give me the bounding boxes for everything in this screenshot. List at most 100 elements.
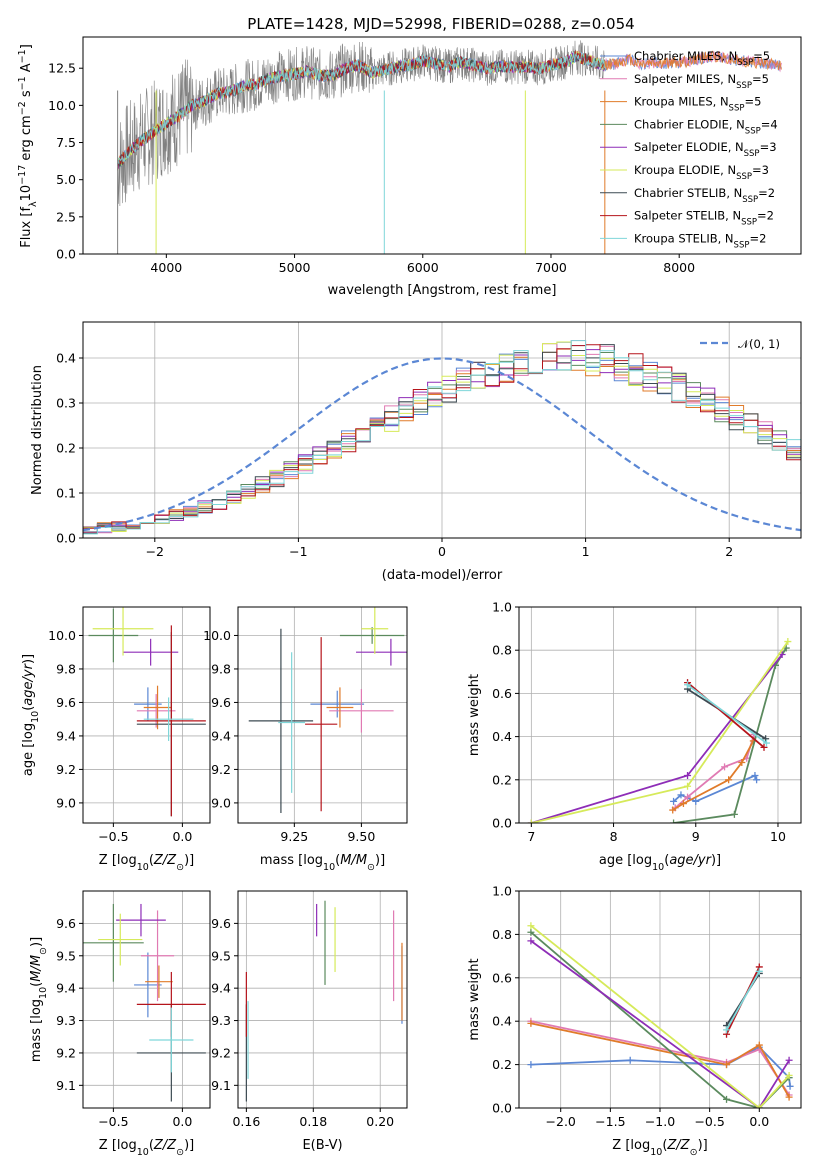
x-tick-label: 9 (692, 829, 700, 844)
y-tick-label: 10.0 (48, 628, 76, 643)
x-tick-label: 8000 (663, 260, 695, 275)
x-axis-label: wavelength [Angstrom, rest frame] (328, 283, 557, 298)
y-tick-label: 0.6 (492, 686, 512, 701)
residual-histogram-step (83, 349, 801, 534)
x-tick-label: 0.0 (172, 829, 192, 844)
y-tick-label: 0.8 (492, 643, 512, 658)
errorbar-point (356, 638, 407, 666)
y-axis-label: mass weight (467, 958, 482, 1040)
y-tick-label: 0.1 (56, 486, 76, 501)
age-weight-panel: 7 8 9 10 0.0 0.2 0.4 0.6 0.8 1.0 age [log10(age/yr… (467, 600, 802, 873)
ebv-mass-panel: 0.16 0.18 0.20 9.1 9.2 9.3 9.4 9.5 9.6 E(B-V) (211, 890, 408, 1153)
errorbar-point (248, 628, 314, 813)
x-axis-label: mass [log10(M/M⊙)] (260, 853, 385, 873)
y-tick-label: 9.4 (56, 728, 76, 743)
y-tick-label: 9.6 (211, 695, 231, 710)
legend-entry: Salpeter ELODIE, NSSP=3 (634, 140, 777, 159)
normal-curve (83, 357, 801, 532)
ebv-mass-plot-area (245, 900, 403, 1102)
errorbar-point (278, 652, 306, 793)
y-tick-label: 9.4 (211, 981, 231, 996)
weight-marker (684, 771, 692, 779)
z-weight-plot-area (527, 922, 794, 1108)
errorbar-point (123, 638, 179, 666)
errorbar-point (305, 637, 338, 812)
weight-series (669, 737, 757, 814)
z-age-plot-area (88, 607, 206, 817)
errorbar-point (145, 965, 173, 998)
y-tick-label: 1.0 (492, 884, 512, 899)
weight-marker (527, 1061, 535, 1069)
weight-marker (751, 771, 759, 779)
weight-series (527, 922, 793, 1108)
weight-series (670, 771, 761, 805)
z-mass-plot-area (83, 903, 206, 1102)
y-tick-label: 7.5 (56, 135, 76, 150)
weight-marker (684, 793, 692, 801)
y-tick-label: 9.1 (211, 1078, 231, 1093)
z-weight-panel: −2.0 −1.5 −1.0 −0.5 0.0 0.0 0.2 0.4 0.6 0.8 1.0 Z [… (467, 884, 802, 1158)
weight-marker (527, 928, 535, 936)
weight-marker (725, 776, 733, 784)
y-tick-label: 0.0 (56, 531, 76, 546)
y-axis-label: age [log10(age/yr)] (21, 654, 41, 776)
y-tick-label: 0.6 (492, 970, 512, 985)
mass-age-frame (237, 606, 408, 824)
weight-series (527, 651, 786, 823)
x-tick-label: 9.50 (347, 829, 375, 844)
y-tick-label: 0.2 (492, 772, 512, 787)
errorbar-point (149, 1007, 194, 1073)
errorbar-point (83, 903, 144, 982)
legend-entry: Chabrier STELIB, NSSP=2 (634, 186, 775, 205)
y-tick-label: 0.0 (492, 816, 512, 831)
y-axis-label: Normed distribution (30, 365, 45, 495)
x-tick-label: −0.5 (694, 1114, 724, 1129)
y-tick-label: 9.6 (56, 695, 76, 710)
y-tick-label: 0.4 (56, 351, 76, 366)
y-tick-label: 9.6 (211, 916, 231, 931)
weight-marker (669, 806, 677, 814)
y-axis-label: Flux [fλ10−17 erg cm−2 s−1 A−1] (17, 44, 39, 248)
weight-marker (692, 797, 700, 805)
age-weight-plot-area (527, 638, 792, 823)
legend-entry: Chabrier ELODIE, NSSP=4 (634, 117, 778, 136)
weight-marker (762, 739, 770, 747)
residual-histogram-step (83, 352, 801, 531)
ebv-mass-frame (237, 890, 408, 1109)
x-axis-label: Z [log10(Z/Z⊙)] (99, 1138, 194, 1158)
y-axis-label: mass [log10(M/M⊙)] (29, 937, 49, 1062)
model-spectrum-line (117, 51, 606, 165)
weight-line (725, 970, 761, 1031)
weight-line (530, 924, 790, 1108)
y-tick-label: 0.3 (56, 396, 76, 411)
mass-age-plot-area (248, 607, 407, 813)
weight-line (686, 684, 768, 744)
weight-line (530, 940, 790, 1108)
z-mass-frame (82, 890, 211, 1109)
y-tick-label: 9.2 (56, 1045, 76, 1060)
errorbar-point (98, 913, 143, 966)
residual-histogram-step (83, 341, 801, 532)
x-tick-label: 1 (582, 544, 590, 559)
y-tick-label: 9.1 (56, 1078, 76, 1093)
y-tick-label: 0.8 (492, 927, 512, 942)
x-tick-label: 0.18 (299, 1114, 327, 1129)
weight-series (671, 730, 758, 812)
y-tick-label: 12.5 (48, 61, 76, 76)
figure-title: PLATE=1428, MJD=52998, FIBERID=0288, z=0… (247, 15, 634, 33)
y-tick-label: 5.0 (56, 172, 76, 187)
spectrum-panel: 4000 5000 6000 7000 8000 0.0 2.5 5.0 7.5 10.0 12.5… (17, 36, 802, 298)
weight-marker (670, 797, 678, 805)
residuals-panel: −2 −1 0 1 2 0.0 0.1 0.2 0.3 0.4 𝒩(0, 1) (data-model… (30, 321, 802, 583)
x-axis-label: (data-model)/error (382, 568, 503, 583)
y-tick-label: 0.2 (56, 441, 76, 456)
weight-marker (730, 810, 738, 818)
x-axis-label: age [log10(age/yr)] (599, 853, 721, 873)
legend-entry: Salpeter STELIB, NSSP=2 (634, 209, 774, 228)
weight-marker (723, 1061, 731, 1069)
mass-age-panel: 9.25 9.50 9.0 9.2 9.4 9.6 9.8 10.0 mass [log10(M… (203, 606, 408, 873)
weight-marker (785, 1071, 793, 1079)
y-tick-label: 9.5 (56, 948, 76, 963)
x-tick-label: 5000 (279, 260, 311, 275)
